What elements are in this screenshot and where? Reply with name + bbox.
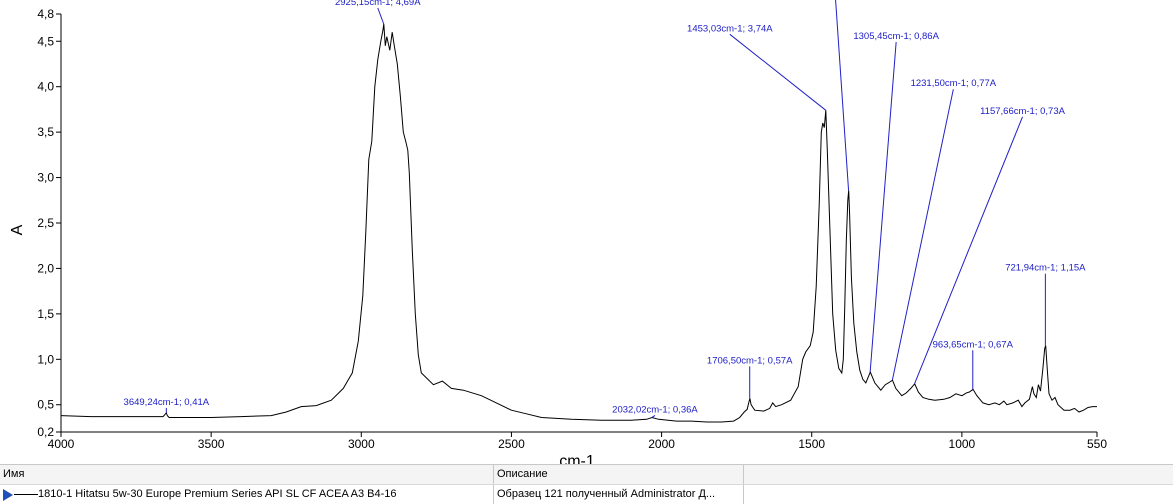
y-tick-label: 0,5 [37,398,54,412]
column-divider[interactable] [743,465,744,484]
series-line-swatch [14,494,38,495]
x-tick-label: 4000 [48,437,75,451]
peak-label: 1157,66cm-1; 0,73A [980,106,1066,117]
annotation-leader-line [377,7,385,25]
peak-label: 2925,15cm-1; 4,69A [335,0,421,8]
peak-annotations: 3649,24cm-1; 0,41A 2925,15cm-1; 4,69A 2032… [124,0,1086,418]
x-tick-label: 1500 [798,437,825,451]
legend-row[interactable]: 1810-1 Hitatsu 5w-30 Europe Premium Seri… [0,485,1173,504]
spectrum-chart: 4000 3500 3000 2500 2000 1500 1000 550 0,2 0,5 1,0… [9,0,1107,464]
peak-label: 3649,24cm-1; 0,41A [124,397,210,408]
x-tick-label: 550 [1087,437,1107,451]
chart-axes: 4000 3500 3000 2500 2000 1500 1000 550 0,2 0,5 1,0… [37,7,1107,451]
y-tick-label: 4,8 [37,7,54,21]
peak-label: 1706,50cm-1; 0,57A [707,355,793,366]
y-tick-label: 0,2 [37,425,54,439]
x-tick-label: 1000 [949,437,976,451]
peak-label: 963,65cm-1; 0,67A [933,339,1014,350]
legend-table: Имя Описание 1810-1 Hitatsu 5w-30 Europe… [0,464,1173,504]
peak-label: 1231,50cm-1; 0,77A [911,78,997,89]
x-tick-label: 2000 [648,437,675,451]
spectrum-line [60,23,1097,423]
y-tick-label: 4,0 [37,80,54,94]
peak-label: 1453,03cm-1; 3,74A [687,23,773,34]
annotation-leader-line [835,0,850,191]
peak-label: 2032,02cm-1; 0,36A [612,404,698,415]
annotation-leader-line [914,116,1023,385]
column-divider [743,485,744,504]
legend-series-name: 1810-1 Hitatsu 5w-30 Europe Premium Seri… [38,488,397,500]
legend-series-description: Образец 121 полученный Administrator Д..… [497,488,716,500]
y-tick-label: 2,0 [37,261,54,275]
legend-header-name[interactable]: Имя [3,468,25,480]
x-tick-label: 2500 [498,437,525,451]
annotation-leader-line [869,41,897,373]
legend-header-description[interactable]: Описание [497,468,548,480]
column-divider [493,485,494,504]
x-axis-title: cm-1 [559,453,595,464]
annotation-leader-line [729,33,827,111]
y-tick-label: 2,5 [37,216,54,230]
x-tick-label: 3500 [198,437,225,451]
y-tick-label: 3,5 [37,125,54,139]
column-divider[interactable] [493,465,494,484]
legend-header-row: Имя Описание [0,465,1173,485]
y-tick-label: 1,0 [37,352,54,366]
series-group [60,23,1097,423]
y-tick-label: 1,5 [37,307,54,321]
y-tick-label: 4,5 [37,34,54,48]
x-tick-label: 3000 [348,437,375,451]
peak-label: 721,94cm-1; 1,15A [1005,263,1086,274]
y-tick-label: 3,0 [37,171,54,185]
row-selector-arrow-icon [3,489,13,501]
y-axis-title: A [9,224,26,235]
annotation-leader-line [651,415,656,418]
peak-label: 1305,45cm-1; 0,86A [853,31,939,42]
annotation-leader-line [891,89,954,381]
